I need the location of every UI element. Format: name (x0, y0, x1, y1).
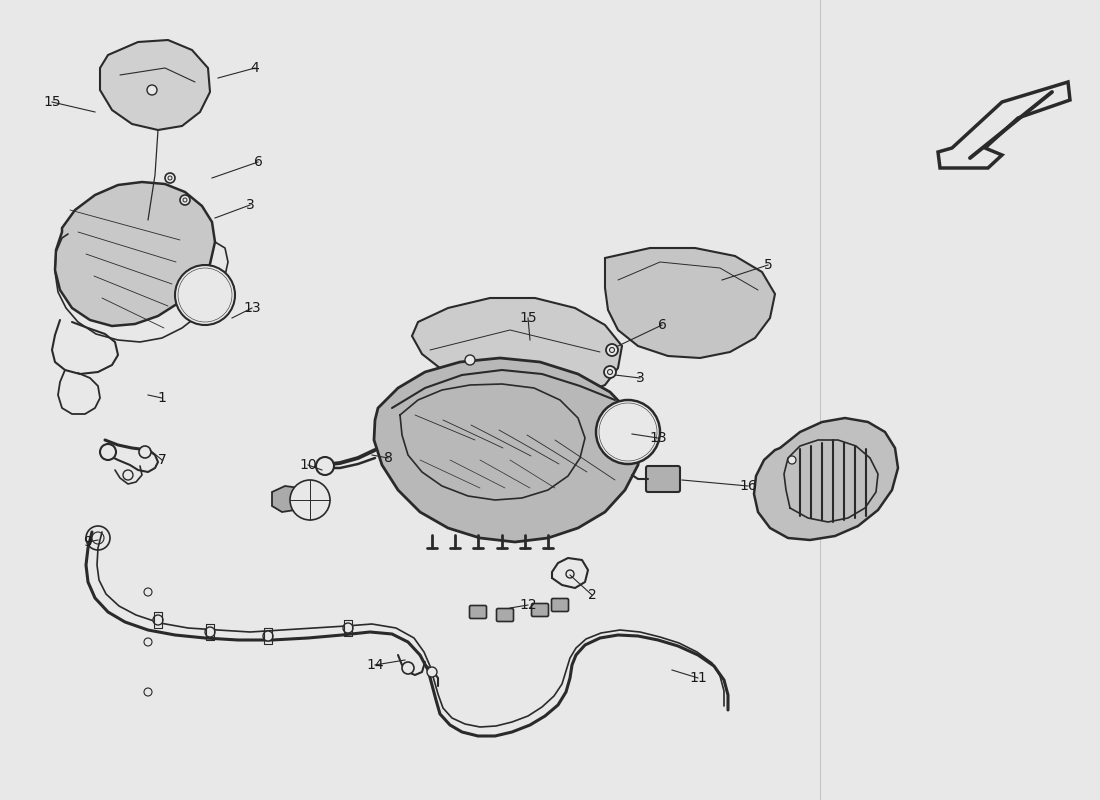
Circle shape (86, 526, 110, 550)
Circle shape (610, 414, 646, 450)
Text: 15: 15 (43, 95, 60, 109)
Circle shape (600, 403, 657, 461)
Circle shape (343, 623, 353, 633)
Circle shape (153, 615, 163, 625)
Circle shape (182, 272, 228, 318)
Polygon shape (754, 418, 898, 540)
FancyBboxPatch shape (496, 609, 514, 622)
Circle shape (566, 570, 574, 578)
Text: 13: 13 (243, 301, 261, 315)
Circle shape (607, 370, 613, 374)
Circle shape (183, 198, 187, 202)
Circle shape (606, 410, 650, 454)
Text: 12: 12 (519, 598, 537, 612)
Text: 9: 9 (84, 535, 92, 549)
Circle shape (316, 457, 334, 475)
Text: 7: 7 (157, 453, 166, 467)
Text: 11: 11 (689, 671, 707, 685)
Circle shape (168, 176, 172, 180)
Polygon shape (374, 358, 642, 542)
Polygon shape (272, 486, 312, 512)
Circle shape (402, 662, 414, 674)
Circle shape (788, 456, 796, 464)
Polygon shape (412, 298, 622, 398)
Text: 6: 6 (658, 318, 667, 332)
Circle shape (606, 344, 618, 356)
Circle shape (100, 444, 116, 460)
Circle shape (185, 275, 226, 315)
Circle shape (263, 631, 273, 641)
Text: 13: 13 (649, 431, 667, 445)
Circle shape (290, 480, 330, 520)
Circle shape (92, 532, 104, 544)
Circle shape (191, 281, 219, 309)
Circle shape (596, 400, 660, 464)
Text: 5: 5 (763, 258, 772, 272)
Text: 15: 15 (519, 311, 537, 325)
Circle shape (201, 291, 209, 299)
Circle shape (616, 420, 640, 444)
Circle shape (123, 470, 133, 480)
Text: 3: 3 (245, 198, 254, 212)
Circle shape (144, 638, 152, 646)
FancyBboxPatch shape (470, 606, 486, 618)
Circle shape (604, 366, 616, 378)
Circle shape (427, 667, 437, 677)
Circle shape (195, 285, 214, 305)
Text: 6: 6 (254, 155, 263, 169)
Circle shape (139, 446, 151, 458)
Circle shape (147, 85, 157, 95)
Circle shape (175, 265, 235, 325)
Circle shape (613, 417, 644, 447)
Text: 8: 8 (384, 451, 393, 465)
Circle shape (144, 688, 152, 696)
Circle shape (180, 195, 190, 205)
Circle shape (465, 355, 475, 365)
Circle shape (178, 268, 232, 322)
Circle shape (165, 173, 175, 183)
Polygon shape (938, 82, 1070, 168)
Circle shape (609, 347, 615, 353)
Circle shape (205, 627, 214, 637)
Text: 14: 14 (366, 658, 384, 672)
Polygon shape (605, 248, 775, 358)
Text: 1: 1 (157, 391, 166, 405)
Polygon shape (55, 182, 215, 326)
Circle shape (603, 407, 653, 457)
Text: 16: 16 (739, 479, 757, 493)
FancyBboxPatch shape (646, 466, 680, 492)
Text: 2: 2 (587, 588, 596, 602)
Text: 3: 3 (636, 371, 645, 385)
Text: 10: 10 (299, 458, 317, 472)
Text: 4: 4 (251, 61, 260, 75)
FancyBboxPatch shape (551, 598, 569, 611)
FancyBboxPatch shape (531, 603, 549, 617)
Circle shape (188, 278, 222, 312)
Circle shape (144, 588, 152, 596)
Polygon shape (100, 40, 210, 130)
Circle shape (623, 427, 632, 437)
